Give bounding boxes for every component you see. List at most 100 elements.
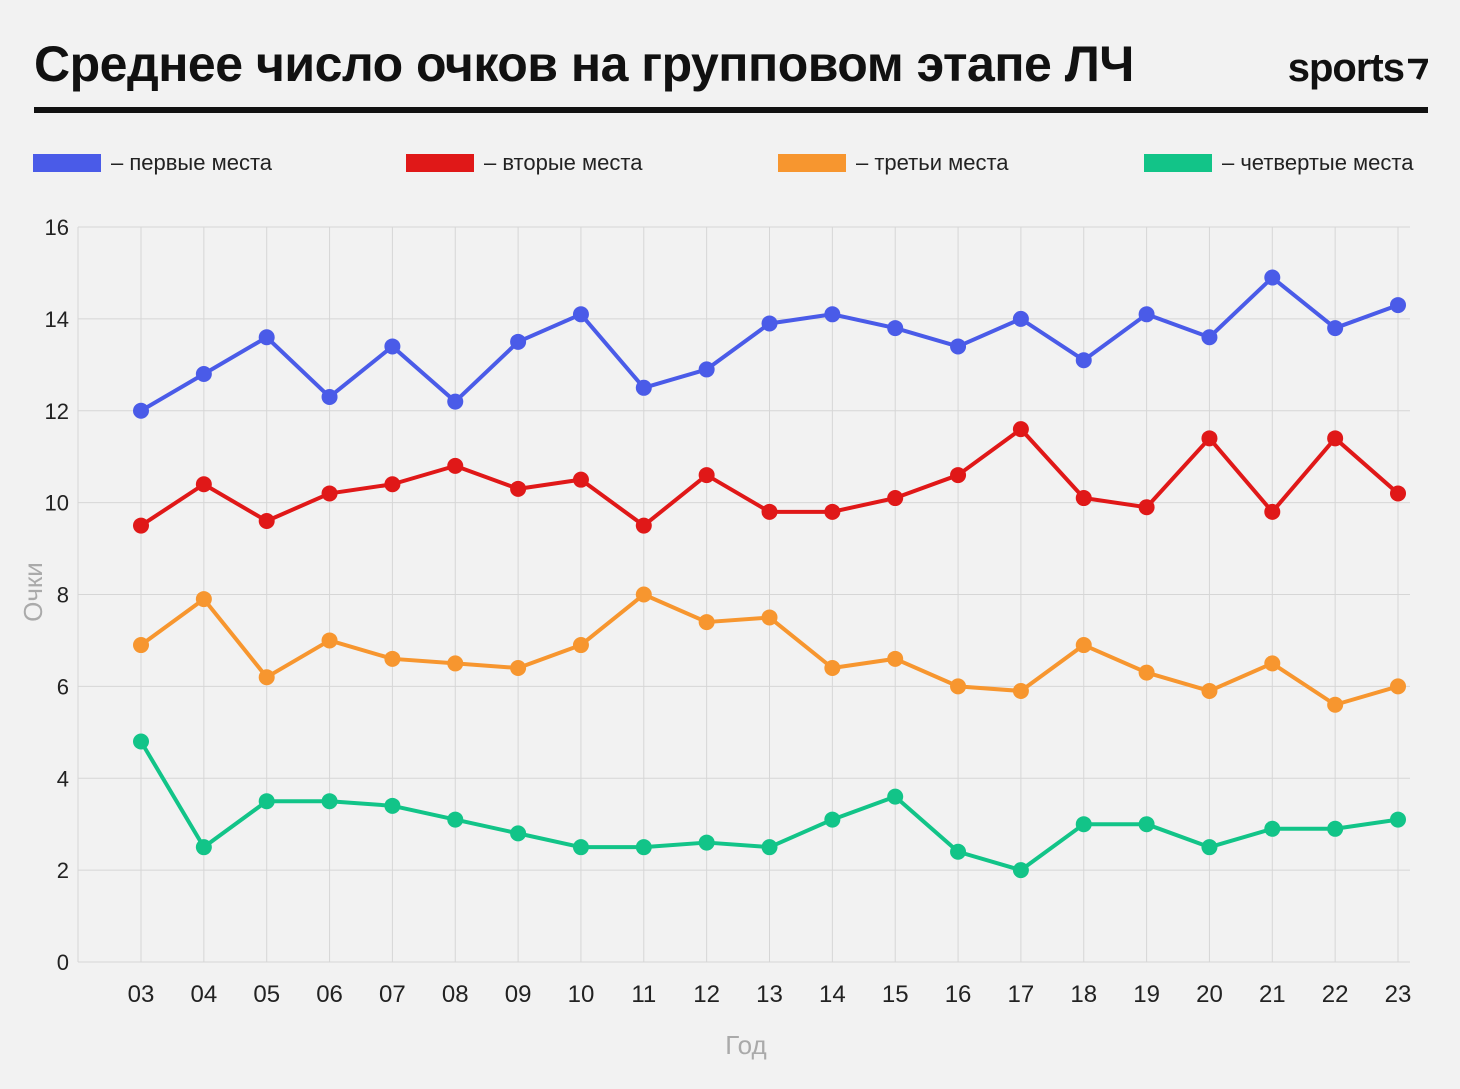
y-tick-label-14: 14 xyxy=(45,307,69,332)
data-point-3-20 xyxy=(1201,682,1218,699)
x-axis-title: Год xyxy=(725,1030,766,1060)
legend-label-fourth: – четвертые места xyxy=(1222,150,1414,175)
data-point-2-14 xyxy=(824,503,841,520)
x-tick-label-21: 21 xyxy=(1259,981,1286,1008)
data-point-3-04 xyxy=(195,591,212,608)
data-point-2-16 xyxy=(950,467,967,484)
x-tick-label-07: 07 xyxy=(379,981,406,1008)
data-point-1-15 xyxy=(887,320,904,337)
title-divider xyxy=(34,107,1428,113)
data-point-1-13 xyxy=(761,315,778,332)
data-point-3-17 xyxy=(1012,682,1029,699)
x-tick-label-20: 20 xyxy=(1196,981,1223,1008)
data-point-3-15 xyxy=(887,650,904,667)
data-point-3-11 xyxy=(635,586,652,603)
data-point-2-05 xyxy=(258,513,275,529)
data-point-2-04 xyxy=(195,476,212,493)
data-point-1-11 xyxy=(635,379,652,396)
data-point-1-14 xyxy=(824,306,841,323)
data-point-2-09 xyxy=(510,480,527,497)
chart-title: Среднее число очков на групповом этапе Л… xyxy=(34,36,1134,92)
data-point-4-12 xyxy=(698,834,715,851)
data-point-1-19 xyxy=(1138,306,1155,323)
y-tick-label-16: 16 xyxy=(45,215,69,240)
legend-item-first: – первые места xyxy=(33,150,272,176)
data-point-3-22 xyxy=(1327,696,1344,713)
legend-swatch-fourth xyxy=(1144,154,1212,172)
x-tick-label-03: 03 xyxy=(128,981,155,1008)
data-point-2-23 xyxy=(1390,485,1406,502)
data-point-3-03 xyxy=(133,637,149,654)
data-point-1-06 xyxy=(321,388,338,405)
data-point-1-09 xyxy=(510,333,527,350)
data-point-1-12 xyxy=(698,361,715,378)
series-2 xyxy=(133,421,1406,534)
data-point-3-09 xyxy=(510,660,527,676)
data-point-4-23 xyxy=(1390,811,1406,828)
data-point-2-10 xyxy=(572,471,589,488)
data-point-1-03 xyxy=(133,402,149,419)
data-point-1-10 xyxy=(572,306,589,323)
y-tick-label-8: 8 xyxy=(57,583,69,608)
x-tick-label-15: 15 xyxy=(882,981,909,1008)
data-point-2-08 xyxy=(447,457,464,474)
x-tick-label-04: 04 xyxy=(190,981,217,1008)
data-point-4-13 xyxy=(761,839,778,856)
data-point-3-14 xyxy=(824,660,841,676)
x-tick-label-10: 10 xyxy=(568,981,595,1008)
data-point-4-06 xyxy=(321,793,338,810)
x-tick-label-22: 22 xyxy=(1322,981,1349,1008)
data-point-4-07 xyxy=(384,797,401,814)
data-point-4-09 xyxy=(510,825,527,842)
data-point-1-21 xyxy=(1264,269,1281,286)
x-tick-label-12: 12 xyxy=(693,981,720,1008)
data-point-2-21 xyxy=(1264,503,1281,520)
data-point-2-06 xyxy=(321,485,338,502)
data-point-4-15 xyxy=(887,788,904,805)
data-point-3-08 xyxy=(447,655,464,672)
brand-slash-icon xyxy=(1408,58,1428,80)
legend-item-second: – вторые места xyxy=(406,150,642,176)
x-tick-label-19: 19 xyxy=(1133,981,1160,1008)
data-point-3-10 xyxy=(572,637,589,654)
data-point-1-05 xyxy=(258,329,275,346)
data-point-1-04 xyxy=(195,366,212,382)
y-axis-title: Очки xyxy=(18,562,48,622)
data-point-2-19 xyxy=(1138,499,1155,516)
data-point-4-16 xyxy=(950,843,967,860)
data-point-4-11 xyxy=(635,839,652,856)
legend-swatch-second xyxy=(406,154,474,172)
brand-wordmark: sports xyxy=(1287,46,1405,90)
brand-logo: sports xyxy=(1288,44,1428,92)
x-tick-label-11: 11 xyxy=(631,981,656,1008)
x-axis-ticks: 03 04 05 06 07 08 09 10 11 12 13 14 15 16 17 18 19 20 21 22… xyxy=(128,981,1412,1008)
legend-label-second: – вторые места xyxy=(484,150,643,175)
legend-item-fourth: – четвертые места xyxy=(1144,150,1413,176)
data-point-2-20 xyxy=(1201,430,1218,447)
legend-label-third: – третьи места xyxy=(856,150,1009,175)
legend-item-third: – третьи места xyxy=(778,150,1009,176)
data-point-4-20 xyxy=(1201,839,1218,856)
chart-legend: – первые места – вторые места – третьи м… xyxy=(0,150,1460,184)
x-tick-label-09: 09 xyxy=(505,981,532,1008)
series-3 xyxy=(133,586,1406,713)
x-tick-label-05: 05 xyxy=(253,981,280,1008)
data-point-1-18 xyxy=(1075,352,1092,369)
data-point-3-13 xyxy=(761,609,778,626)
data-point-4-21 xyxy=(1264,820,1281,837)
data-point-1-23 xyxy=(1390,297,1406,314)
data-point-1-16 xyxy=(950,338,967,355)
x-tick-label-06: 06 xyxy=(316,981,343,1008)
x-tick-label-23: 23 xyxy=(1385,981,1412,1008)
data-point-3-16 xyxy=(950,678,967,695)
data-point-2-15 xyxy=(887,490,904,507)
y-tick-label-12: 12 xyxy=(45,399,69,424)
data-point-2-11 xyxy=(635,517,652,534)
y-tick-label-6: 6 xyxy=(57,674,69,699)
data-point-1-08 xyxy=(447,393,464,410)
y-tick-label-0: 0 xyxy=(57,950,69,975)
y-tick-label-2: 2 xyxy=(57,858,69,883)
data-point-3-19 xyxy=(1138,664,1155,681)
data-point-4-14 xyxy=(824,811,841,828)
